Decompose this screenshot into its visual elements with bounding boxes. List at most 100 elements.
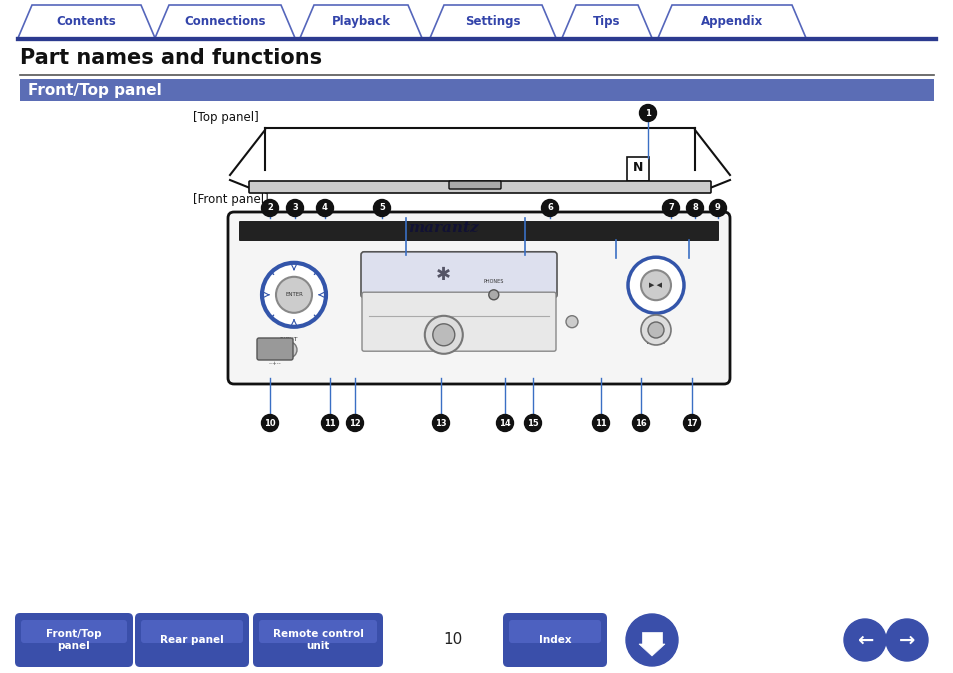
Text: 17: 17	[685, 419, 697, 427]
FancyBboxPatch shape	[626, 157, 648, 181]
Text: [Top panel]: [Top panel]	[193, 110, 258, 124]
Circle shape	[433, 324, 455, 346]
FancyBboxPatch shape	[502, 613, 606, 667]
Text: Index: Index	[538, 635, 571, 645]
Text: VOLUME: VOLUME	[645, 341, 665, 345]
Circle shape	[686, 199, 702, 217]
Text: 8: 8	[691, 203, 698, 213]
Text: 10: 10	[443, 633, 462, 647]
Text: 1: 1	[644, 108, 650, 118]
Circle shape	[261, 415, 278, 431]
Circle shape	[541, 199, 558, 217]
FancyBboxPatch shape	[449, 181, 500, 189]
Text: 7: 7	[667, 203, 673, 213]
Polygon shape	[299, 5, 421, 38]
Circle shape	[281, 342, 296, 358]
Circle shape	[592, 415, 609, 431]
FancyBboxPatch shape	[253, 613, 382, 667]
Text: ENTER: ENTER	[285, 292, 303, 297]
Circle shape	[374, 199, 390, 217]
Circle shape	[275, 277, 312, 313]
Circle shape	[885, 619, 927, 661]
Circle shape	[261, 199, 278, 217]
Circle shape	[627, 257, 683, 313]
Text: Front/Top
panel: Front/Top panel	[46, 629, 102, 651]
Text: N: N	[632, 162, 642, 174]
FancyBboxPatch shape	[20, 79, 933, 101]
FancyBboxPatch shape	[361, 292, 556, 351]
Text: ✱: ✱	[436, 266, 451, 284]
Circle shape	[843, 619, 885, 661]
FancyBboxPatch shape	[509, 620, 600, 643]
Circle shape	[565, 316, 578, 328]
Circle shape	[346, 415, 363, 431]
Polygon shape	[561, 5, 651, 38]
Text: [Front panel]: [Front panel]	[193, 194, 269, 207]
Text: --+--: --+--	[269, 361, 281, 367]
Circle shape	[639, 104, 656, 122]
Circle shape	[432, 415, 449, 431]
Circle shape	[632, 415, 649, 431]
Circle shape	[640, 315, 670, 345]
Circle shape	[262, 262, 326, 327]
Circle shape	[661, 199, 679, 217]
Polygon shape	[430, 5, 556, 38]
FancyBboxPatch shape	[228, 212, 729, 384]
Text: 10: 10	[264, 419, 275, 427]
Circle shape	[640, 270, 670, 300]
FancyBboxPatch shape	[135, 613, 249, 667]
Text: 6: 6	[546, 203, 553, 213]
Polygon shape	[154, 5, 294, 38]
Text: Part names and functions: Part names and functions	[20, 48, 322, 68]
Text: 3: 3	[292, 203, 297, 213]
Text: 15: 15	[527, 419, 538, 427]
Circle shape	[625, 614, 678, 666]
Text: 11: 11	[595, 419, 606, 427]
Text: 14: 14	[498, 419, 511, 427]
Text: Front/Top panel: Front/Top panel	[28, 83, 162, 98]
Circle shape	[488, 290, 498, 299]
Text: Tips: Tips	[593, 15, 620, 28]
Text: Contents: Contents	[56, 15, 116, 28]
FancyBboxPatch shape	[265, 128, 695, 170]
Polygon shape	[18, 5, 154, 38]
Circle shape	[316, 199, 334, 217]
Text: →: →	[898, 631, 914, 649]
Circle shape	[424, 316, 462, 354]
Text: 13: 13	[435, 419, 446, 427]
Text: 2: 2	[267, 203, 273, 213]
Text: 11: 11	[324, 419, 335, 427]
Polygon shape	[658, 5, 805, 38]
Text: Remote control
unit: Remote control unit	[273, 629, 363, 651]
FancyBboxPatch shape	[141, 620, 243, 643]
Text: PHONES: PHONES	[483, 279, 503, 285]
Circle shape	[496, 415, 513, 431]
Text: 5: 5	[378, 203, 384, 213]
Text: Connections: Connections	[184, 15, 266, 28]
Text: Settings: Settings	[465, 15, 520, 28]
Circle shape	[647, 322, 663, 338]
Circle shape	[709, 199, 726, 217]
Text: 16: 16	[635, 419, 646, 427]
Text: Rear panel: Rear panel	[160, 635, 224, 645]
Circle shape	[682, 415, 700, 431]
Circle shape	[524, 415, 541, 431]
FancyBboxPatch shape	[249, 181, 710, 193]
Text: 12: 12	[349, 419, 360, 427]
Text: Playback: Playback	[331, 15, 390, 28]
FancyBboxPatch shape	[258, 620, 376, 643]
Text: ▶ ◀: ▶ ◀	[649, 282, 661, 288]
FancyBboxPatch shape	[15, 613, 132, 667]
Text: 4: 4	[322, 203, 328, 213]
FancyBboxPatch shape	[21, 620, 127, 643]
Polygon shape	[641, 632, 661, 644]
Polygon shape	[639, 644, 664, 656]
Text: 9: 9	[715, 203, 720, 213]
Text: marantz: marantz	[408, 221, 478, 235]
Circle shape	[286, 199, 303, 217]
FancyBboxPatch shape	[239, 221, 719, 241]
FancyBboxPatch shape	[256, 338, 293, 360]
Text: INPUT: INPUT	[279, 337, 298, 343]
Text: Appendix: Appendix	[700, 15, 762, 28]
Text: ←: ←	[856, 631, 872, 649]
